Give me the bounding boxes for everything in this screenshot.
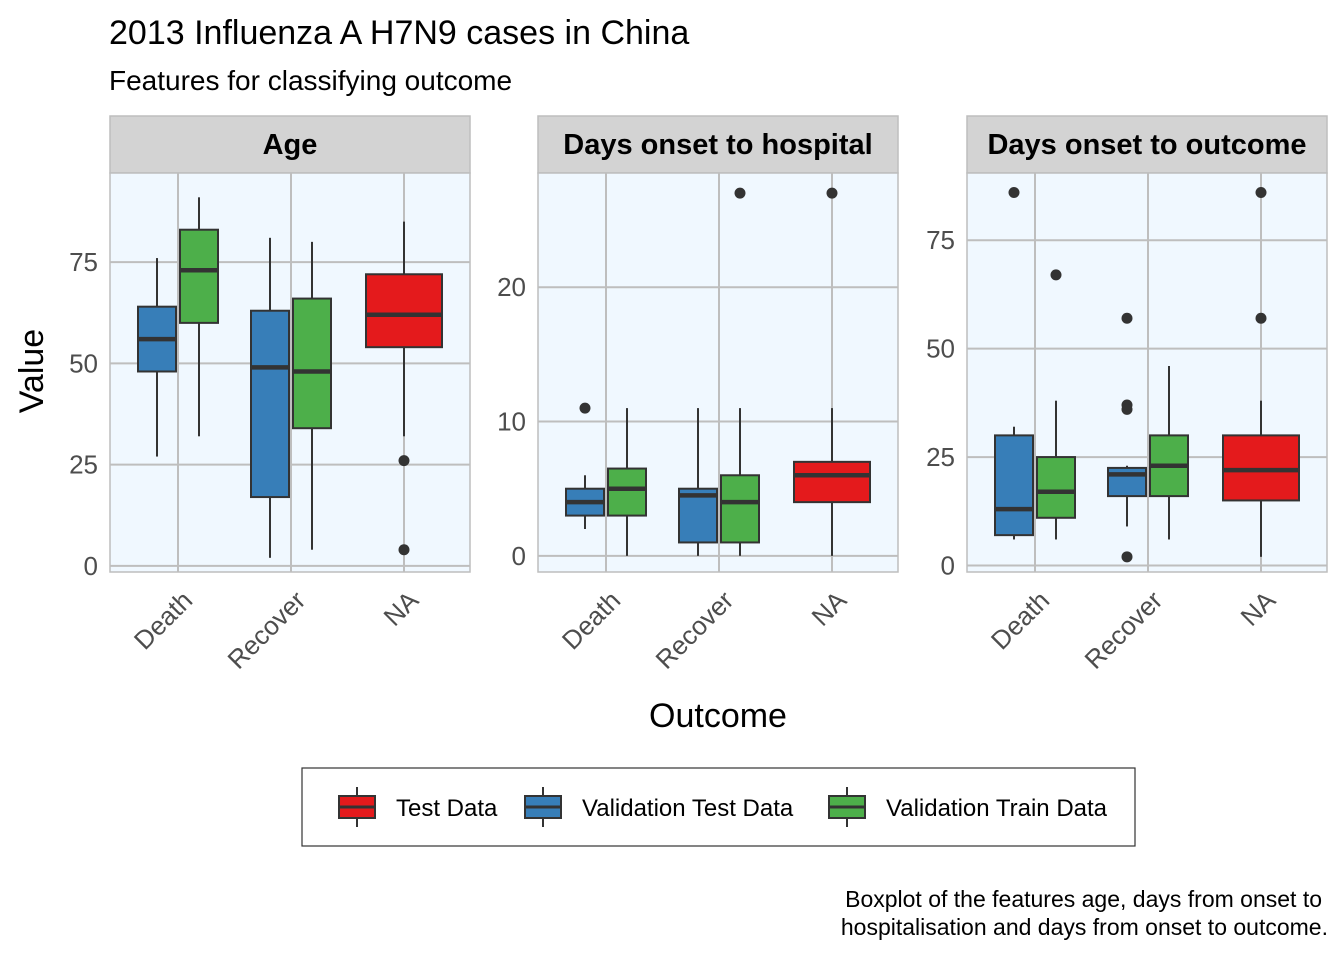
y-tick-label: 10 <box>497 407 526 437</box>
x-tick-label: NA <box>377 585 424 632</box>
outlier-point <box>1121 312 1133 324</box>
legend-label: Validation Test Data <box>582 795 794 822</box>
strip-background <box>109 115 471 174</box>
y-tick-label: 25 <box>69 450 98 480</box>
outlier-point <box>1121 403 1133 415</box>
box-body <box>292 297 332 430</box>
outlier-point <box>398 544 410 556</box>
x-tick-label: Death <box>985 585 1055 655</box>
panel-border <box>537 172 899 573</box>
y-tick-label: 25 <box>926 442 955 472</box>
box-na-test-data <box>365 221 443 556</box>
box-body <box>793 460 871 504</box>
x-tick-label: Recover <box>1079 585 1169 675</box>
y-tick-label: 0 <box>512 541 526 571</box>
box-recover-validation-test-data <box>678 408 718 556</box>
panel-border <box>966 172 1328 573</box>
box-body <box>607 467 647 517</box>
legend-label: Test Data <box>396 795 498 822</box>
panel-age: Age 0 25 50 75 Death Recover NA <box>69 115 471 675</box>
box-death-validation-test-data <box>137 258 177 457</box>
x-tick-label: NA <box>1234 585 1281 632</box>
box-recover-validation-train-data <box>1149 365 1189 540</box>
x-tick-label: Death <box>556 585 626 655</box>
caption-line-2: hospitalisation and days from onset to o… <box>841 914 1328 940</box>
strip-label: Days onset to outcome <box>987 129 1306 161</box>
box-body <box>179 228 219 324</box>
outlier-point <box>734 187 746 199</box>
box-recover-validation-test-data <box>250 237 290 558</box>
box-body <box>1036 456 1076 519</box>
legend-item-validation-train-data: Validation Train Data <box>828 787 1108 827</box>
box-body <box>1107 466 1147 498</box>
x-tick-label: Recover <box>650 585 740 675</box>
y-tick-label: 50 <box>926 334 955 364</box>
box-recover-validation-train-data <box>720 187 760 556</box>
legend-box <box>301 767 1136 847</box>
panel-border <box>109 172 471 573</box>
strip-label: Days onset to hospital <box>563 129 872 161</box>
panel-days-onset-to-hospital: Days onset to hospital 0 10 20 Death Recover N… <box>497 115 899 675</box>
strip-background <box>966 115 1328 174</box>
box-death-validation-train-data <box>1036 269 1076 540</box>
y-tick-label: 0 <box>941 550 955 580</box>
x-axis-title: Outcome <box>649 697 787 735</box>
box-death-validation-train-data <box>179 197 219 437</box>
x-tick-label: NA <box>805 585 852 632</box>
box-body <box>720 474 760 544</box>
outlier-point <box>1121 551 1133 563</box>
x-tick-label: Death <box>128 585 198 655</box>
box-body <box>365 273 443 349</box>
box-death-validation-train-data <box>607 408 647 556</box>
outlier-point <box>1008 187 1020 199</box>
box-recover-validation-train-data <box>292 241 332 550</box>
outlier-point <box>1255 187 1267 199</box>
y-tick-label: 50 <box>69 348 98 378</box>
y-axis-title: Value <box>13 329 51 413</box>
chart-subtitle: Features for classifying outcome <box>109 65 512 96</box>
box-body <box>994 434 1034 537</box>
legend-item-test-data: Test Data <box>338 787 498 827</box>
outlier-point <box>398 455 410 467</box>
legend-item-validation-test-data: Validation Test Data <box>524 787 794 827</box>
outlier-point <box>579 402 591 414</box>
legend: Test Data Validation Test Data Validation … <box>301 767 1136 847</box>
box-death-validation-test-data <box>994 187 1034 540</box>
x-tick-label: Recover <box>222 585 312 675</box>
y-tick-label: 75 <box>69 247 98 277</box>
box-death-validation-test-data <box>565 402 605 530</box>
chart-title: 2013 Influenza A H7N9 cases in China <box>109 14 689 52</box>
caption-line-1: Boxplot of the features age, days from o… <box>845 886 1322 912</box>
legend-label: Validation Train Data <box>886 795 1108 822</box>
outlier-point <box>826 187 838 199</box>
panel-days-onset-to-outcome: Days onset to outcome 0 25 50 75 Death Recover… <box>926 115 1328 675</box>
box-recover-validation-test-data <box>1107 312 1147 563</box>
strip-label: Age <box>263 129 318 161</box>
y-tick-label: 0 <box>84 551 98 581</box>
box-body <box>250 309 290 499</box>
strip-background <box>537 115 899 174</box>
y-tick-label: 75 <box>926 225 955 255</box>
outlier-point <box>1050 269 1062 281</box>
box-na-test-data <box>1222 187 1300 557</box>
y-tick-label: 20 <box>497 272 526 302</box>
outlier-point <box>1255 312 1267 324</box>
box-na-test-data <box>793 187 871 556</box>
